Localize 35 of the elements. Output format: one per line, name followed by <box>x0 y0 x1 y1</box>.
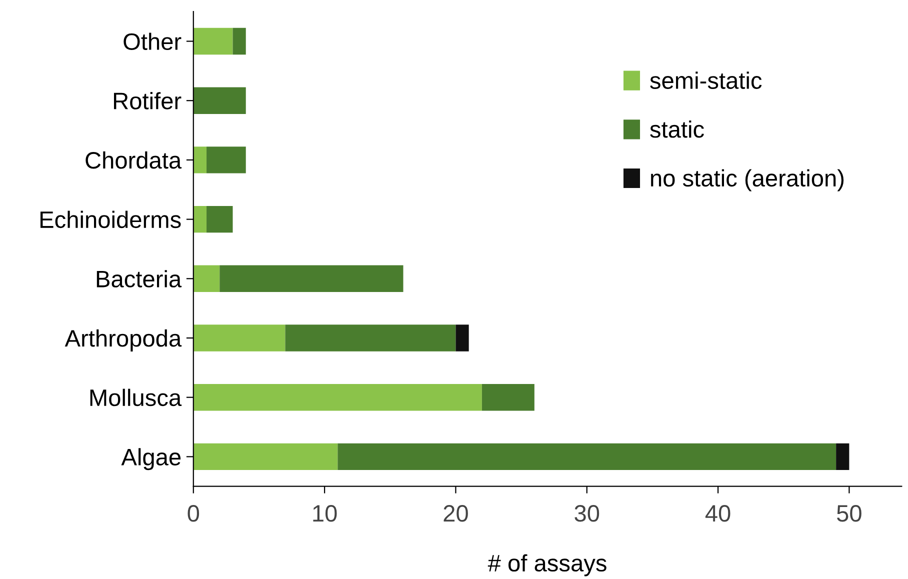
y-tick-label: Mollusca <box>90 388 182 406</box>
y-tick-label: Bacteria <box>96 270 182 288</box>
x-tick-label: 10 <box>313 505 337 522</box>
bar <box>193 324 286 352</box>
bar <box>482 384 534 411</box>
x-axis-title: # of assays <box>488 554 606 576</box>
bar <box>285 324 456 352</box>
legend-label: static <box>650 120 704 138</box>
x-tick-label: 40 <box>705 505 730 522</box>
bar <box>836 443 850 470</box>
x-tick-label: 50 <box>836 505 862 522</box>
bar <box>193 87 246 114</box>
y-tick-label: Arthropoda <box>64 329 182 352</box>
x-tick-label: 0 <box>188 505 200 522</box>
bar <box>456 324 469 352</box>
legend-label: semi-static <box>650 72 762 89</box>
bar <box>232 28 246 55</box>
bar <box>193 265 220 292</box>
y-tick-label: Chordata <box>86 151 182 169</box>
legend-label: no static (aeration) <box>651 169 844 192</box>
bar <box>338 443 836 470</box>
y-tick-label: Echinoiderms <box>40 210 181 228</box>
bar <box>193 146 207 174</box>
bar <box>206 146 246 174</box>
bar <box>206 206 233 233</box>
y-tick-label: Rotifer <box>114 92 182 110</box>
bar <box>193 28 233 55</box>
bar <box>220 265 404 292</box>
y-tick-label: Other <box>124 32 182 50</box>
y-tick-label: Algae <box>121 448 181 470</box>
bar <box>193 384 482 411</box>
x-tick-label: 20 <box>444 505 468 522</box>
bar <box>193 443 338 470</box>
bar <box>193 206 207 233</box>
x-tick-label: 30 <box>574 505 600 522</box>
